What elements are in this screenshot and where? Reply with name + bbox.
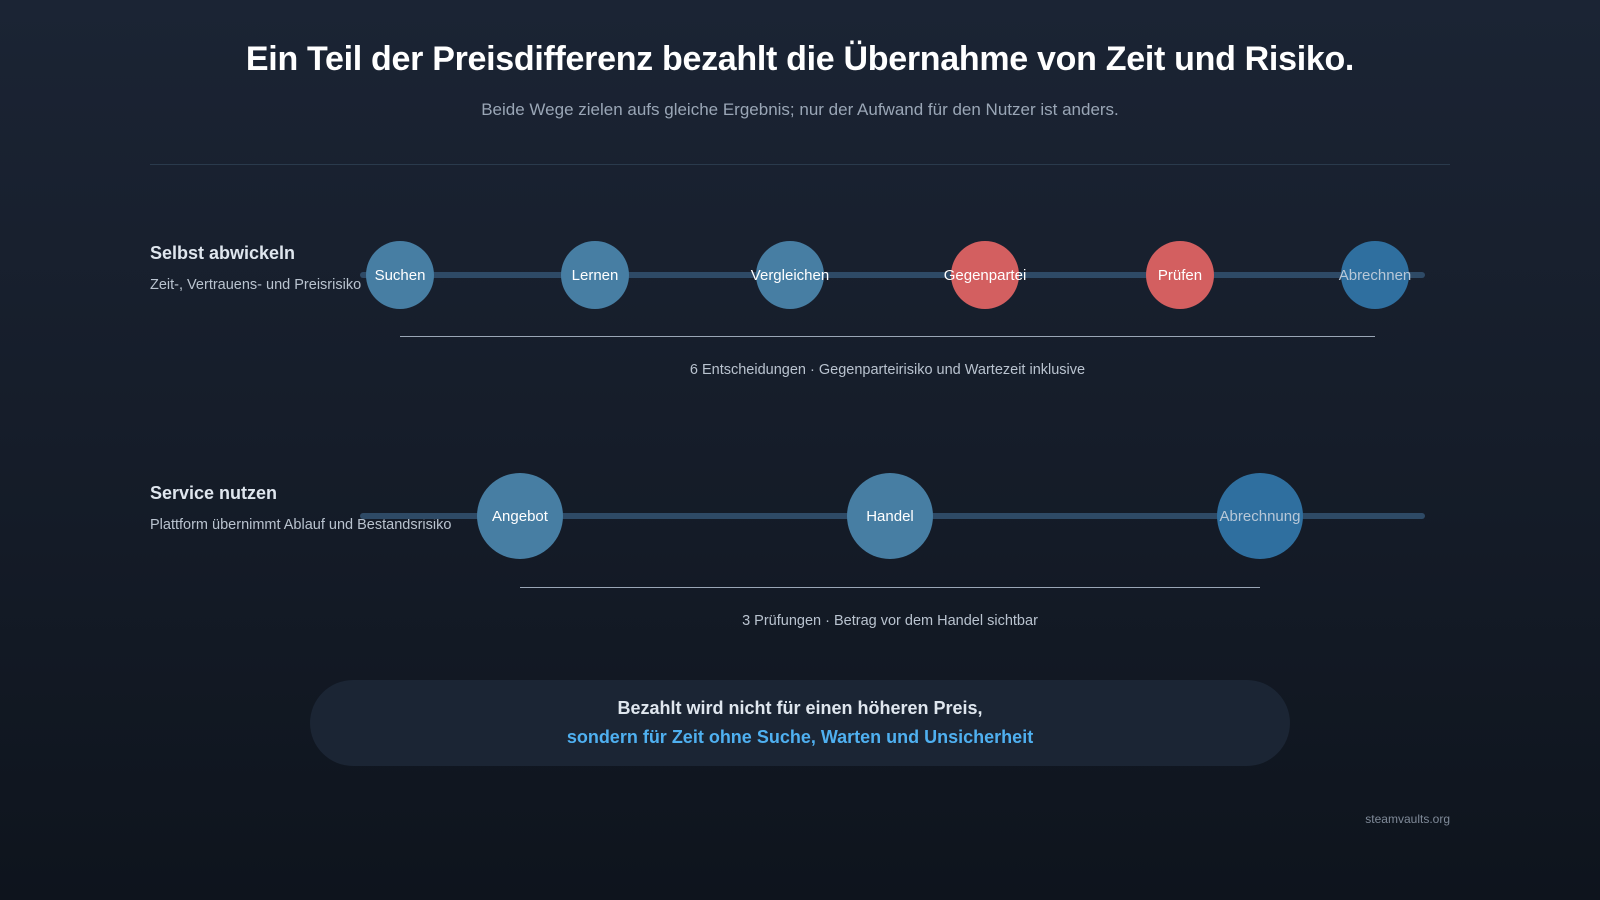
row-label-service: Service nutzen <box>150 483 278 503</box>
step-node-abrechnung: Abrechnung <box>1217 473 1303 559</box>
row-description-service: Plattform übernimmt Ablauf und Bestandsr… <box>150 517 452 533</box>
process-track-self <box>360 272 1425 278</box>
step-node-handel: Handel <box>847 473 933 559</box>
row-summary-self: 6 Entscheidungen · Gegenparteirisiko und… <box>689 362 1086 378</box>
callout-box: Bezahlt wird nicht für einen höheren Pre… <box>310 680 1290 766</box>
step-node-abrechnen: Abrechnen <box>1339 241 1411 309</box>
page-subtitle: Beide Wege zielen aufs gleiche Ergebnis;… <box>481 100 1119 119</box>
page-title: Ein Teil der Preisdifferenz bezahlt die … <box>245 40 1355 78</box>
callout-line-1: Bezahlt wird nicht für einen höheren Pre… <box>617 698 983 718</box>
callout-line-2: sondern für Zeit ohne Suche, Warten und … <box>566 727 1034 747</box>
row-label-self: Selbst abwickeln <box>150 243 296 263</box>
step-node-angebot: Angebot <box>477 473 563 559</box>
header-divider <box>150 164 1450 165</box>
step-node-gegenpartei: Gegenpartei <box>944 241 1026 309</box>
footer-source: steamvaults.org <box>1365 812 1450 826</box>
step-node-lernen: Lernen <box>561 241 629 309</box>
summary-line-self <box>400 336 1375 337</box>
step-node-vergleichen: Vergleichen <box>751 241 829 309</box>
step-node-suchen: Suchen <box>366 241 434 309</box>
step-node-prüfen: Prüfen <box>1146 241 1214 309</box>
row-summary-service: 3 Prüfungen · Betrag vor dem Handel sich… <box>742 613 1038 629</box>
row-description-self: Zeit-, Vertrauens- und Preisrisiko <box>150 277 362 293</box>
summary-line-service <box>520 587 1260 588</box>
